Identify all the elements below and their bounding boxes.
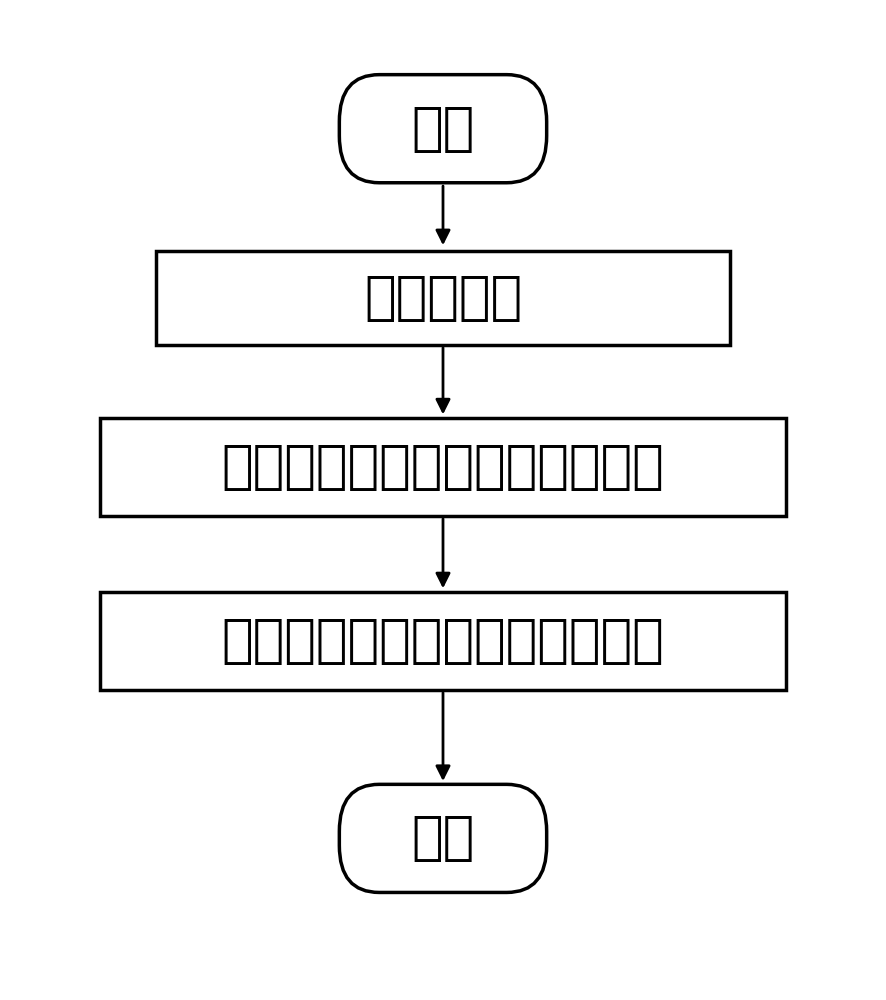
FancyBboxPatch shape: [100, 592, 786, 690]
Text: 向半导体工艺设备发送启动指令: 向半导体工艺设备发送启动指令: [222, 615, 664, 667]
FancyBboxPatch shape: [100, 418, 786, 516]
FancyBboxPatch shape: [339, 784, 547, 892]
Text: 启动: 启动: [411, 103, 475, 155]
FancyBboxPatch shape: [156, 251, 730, 345]
Text: 向半导体工艺设备发送装载指令: 向半导体工艺设备发送装载指令: [222, 441, 664, 493]
FancyBboxPatch shape: [339, 75, 547, 183]
Text: 结束: 结束: [411, 812, 475, 864]
Text: 初始化操作: 初始化操作: [364, 272, 522, 324]
